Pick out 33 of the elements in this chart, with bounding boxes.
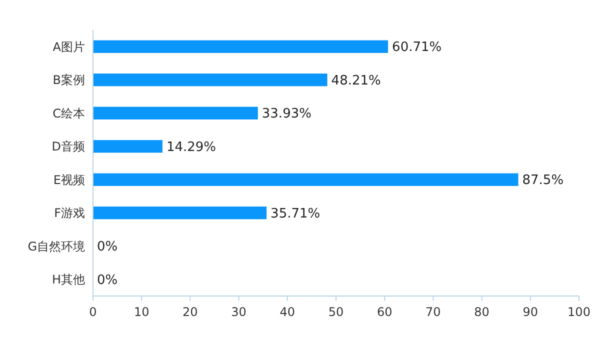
bar [93,140,162,153]
data-label: 35.71% [270,206,320,222]
x-tick-label: 20 [182,305,198,319]
x-tick-label: 30 [231,305,246,319]
x-tick-label: 60 [376,305,392,319]
y-tick-label: G自然环境 [28,239,85,254]
y-tick-label: E视频 [53,172,85,187]
x-tick-label: 70 [426,305,441,319]
bar [93,106,258,120]
y-tick-label: A图片 [52,40,85,54]
data-label: 0% [97,240,118,255]
data-label: 14.29% [166,140,216,155]
x-tick-label: 80 [474,305,490,319]
x-tick-label: 90 [522,305,538,319]
data-label: 33.93% [262,106,312,122]
bar [93,40,388,53]
x-tick-label: 0 [89,305,97,319]
y-tick-label: F游戏 [54,206,85,220]
data-label: 48.21% [331,73,381,88]
x-tick-label: 100 [568,305,590,319]
y-tick-label: B案例 [52,73,85,88]
x-tick-label: 40 [280,305,296,319]
bar [93,74,328,86]
bar [93,206,267,220]
data-label: 0% [97,272,118,288]
x-tick-label: 50 [328,305,344,319]
bar [93,173,518,186]
data-label: 87.5% [522,173,564,188]
y-tick-label: D音频 [52,140,85,154]
data-label: 60.71% [392,40,442,56]
y-tick-label: C绘本 [52,106,85,120]
y-tick-label: H其他 [52,272,85,287]
x-tick-label: 10 [134,305,150,319]
